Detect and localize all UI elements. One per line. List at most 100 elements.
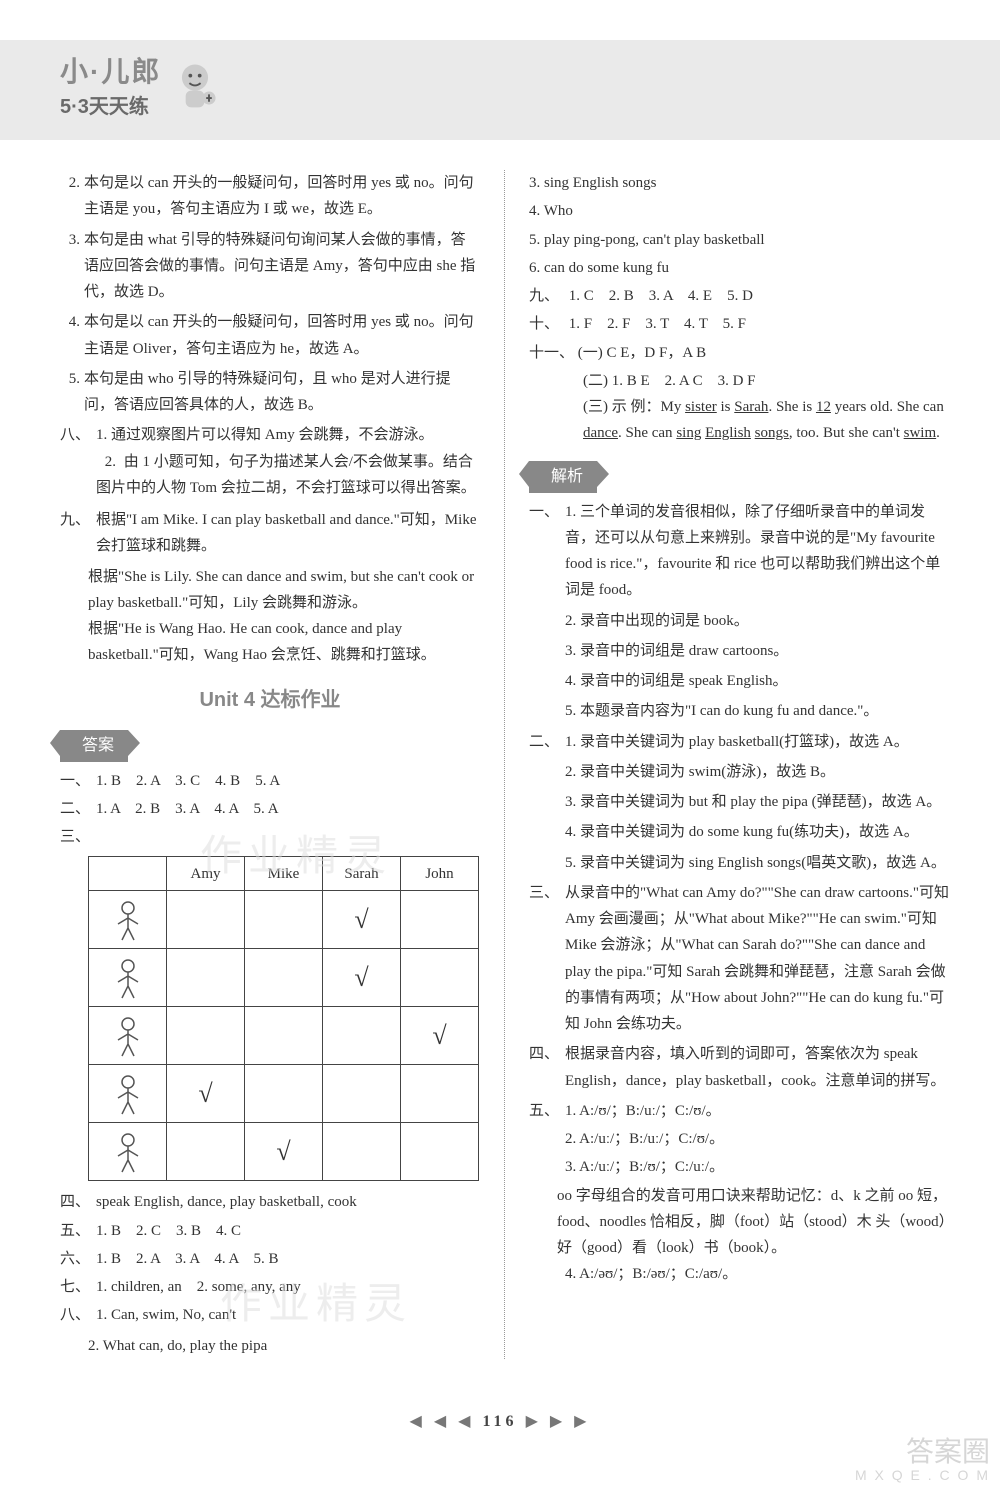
table-row: √ — [89, 1123, 479, 1181]
r-nine: 九、 1. C 2. B 3. A 4. E 5. D — [529, 283, 949, 309]
eleven-sub0-t: C E，D F，A B — [607, 345, 707, 361]
list-item: 3. A:/uː/；B:/ʊ/；C:/uː/。 — [529, 1154, 949, 1180]
left-column: 2.本句是以 can 开头的一般疑问句，回答时用 yes 或 no。问句主语是 … — [60, 170, 500, 1359]
r-eleven-2: (二) 1. B E 2. A C 3. D F — [529, 368, 949, 394]
answer-table: AmyMikeSarahJohn √ √ √ √ √ — [88, 856, 479, 1181]
example-word: songs — [755, 425, 789, 441]
list-item: 3.本句是由 what 引导的特殊疑问句询问某人会做的事情，答语应回答会做的事情… — [60, 227, 480, 306]
r-five: 五、1. A:/ʊ/；B:/uː/；C:/ʊ/。2. A:/uː/；B:/uː/… — [529, 1098, 949, 1288]
nine-p0: 根据"I am Mike. I can play basketball and … — [96, 507, 480, 560]
answer-line: 二、1. A 2. B 3. A 4. A 5. A — [60, 796, 480, 822]
r-ten: 十、 1. F 2. F 3. T 4. T 5. F — [529, 311, 949, 337]
footer-left-arrows: ◀ ◀ ◀ — [410, 1413, 475, 1430]
table-cell — [323, 1123, 401, 1181]
table-cell — [245, 949, 323, 1007]
five-note: oo 字母组合的发音可用口诀来帮助记忆：d、k 之前 oo 短，food、noo… — [529, 1183, 949, 1262]
answer-line: 五、1. B 2. C 3. B 4. C — [60, 1218, 480, 1244]
example-word: is — [717, 399, 735, 415]
row-icon-cell — [89, 949, 167, 1007]
corner-big: 答案圈 — [906, 1436, 990, 1467]
r-three-text: 从录音中的"What can Amy do?""She can draw car… — [565, 880, 949, 1038]
table-cell: √ — [245, 1123, 323, 1181]
mascot-icon — [167, 57, 223, 113]
example-word: sing — [676, 425, 701, 441]
example-word: swim — [904, 425, 937, 441]
footer-right-arrows: ▶ ▶ ▶ — [526, 1413, 591, 1430]
item-number: 5. — [60, 366, 84, 419]
r-ten-label: 十、 — [529, 311, 565, 337]
brand-bottom: 5·3天天练 — [60, 90, 161, 119]
table-cell: √ — [167, 1065, 245, 1123]
table-body: √ √ √ √ √ — [89, 891, 479, 1181]
list-item: 3. sing English songs — [529, 170, 949, 196]
list-item: 2. 录音中出现的词是 book。 — [529, 608, 949, 634]
section-three: 三、 — [60, 824, 480, 850]
r-ten-text: 1. F 2. F 3. T 4. T 5. F — [569, 316, 746, 332]
list-item: 4. 录音中关键词为 do some kung fu(练功夫)，故选 A。 — [529, 819, 949, 845]
section-label: 一、 — [529, 499, 565, 604]
section-eight: 八、 1. 通过观察图片可以得知 Amy 会跳舞，不会游泳。2. 由 1 小题可… — [60, 422, 480, 503]
item-text: 本句是由 what 引导的特殊疑问句询问某人会做的事情，答语应回答会做的事情。问… — [84, 227, 480, 306]
header-band: 小·儿郎 5·3天天练 — [0, 40, 1000, 140]
list-item: 5.本句是由 who 引导的特殊疑问句，且 who 是对人进行提问，答语应回答具… — [60, 366, 480, 419]
item-text: 本句是以 can 开头的一般疑问句，回答时用 yes 或 no。问句主语是 Ol… — [84, 309, 480, 362]
example-word: . She is — [768, 399, 816, 415]
logo: 小·儿郎 5·3天天练 — [60, 50, 223, 119]
table-header: John — [401, 857, 479, 891]
eleven-sub0-n: (一) — [578, 345, 603, 361]
answers-tab: 答案 — [60, 730, 128, 762]
r-four-text: 根据录音内容，填入听到的词即可，答案依次为 speak English，danc… — [565, 1041, 949, 1094]
check-icon: √ — [354, 905, 368, 934]
table-cell — [245, 1065, 323, 1123]
list-item: 3. 录音中的词组是 draw cartoons。 — [529, 638, 949, 664]
list-item: 4. 录音中的词组是 speak English。 — [529, 668, 949, 694]
example-word: . — [936, 425, 940, 441]
example-word: , too. But she can't — [789, 425, 904, 441]
eleven-sub1-t: 1. B E 2. A C 3. D F — [612, 373, 756, 389]
eight2-1: 2. What can, do, play the pipa — [60, 1333, 480, 1359]
r-eleven-1: (一) C E，D F，A B — [578, 345, 706, 361]
check-icon: √ — [432, 1021, 446, 1050]
list-item: 4.本句是以 can 开头的一般疑问句，回答时用 yes 或 no。问句主语是 … — [60, 309, 480, 362]
table-cell — [323, 1065, 401, 1123]
content-columns: 2.本句是以 can 开头的一般疑问句，回答时用 yes 或 no。问句主语是 … — [0, 140, 1000, 1359]
r-eleven-3: (三) 示 例：My sister is Sarah. She is 12 ye… — [529, 394, 949, 447]
r-four-label: 四、 — [529, 1041, 565, 1094]
answer-lines: 一、1. B 2. A 3. C 4. B 5. A二、1. A 2. B 3.… — [60, 768, 480, 823]
pipa-icon — [108, 1014, 148, 1058]
check-icon: √ — [354, 963, 368, 992]
example-word: . She can — [618, 425, 676, 441]
eleven-sub2-pre: 示 例：My — [612, 399, 685, 415]
example-word: English — [705, 425, 751, 441]
row-icon-cell — [89, 1123, 167, 1181]
list-item: 2. A:/uː/；B:/uː/；C:/ʊ/。 — [529, 1126, 949, 1152]
nine-p2: 根据"He is Wang Hao. He can cook, dance an… — [60, 616, 480, 669]
list-item: 4. Who — [529, 198, 949, 224]
table-header: Sarah — [323, 857, 401, 891]
example-word: dance — [583, 425, 618, 441]
page-number: 116 — [482, 1413, 517, 1430]
eleven-sub1-n: (二) — [583, 373, 608, 389]
answer-line: 六、1. B 2. A 3. A 4. A 5. B — [60, 1246, 480, 1272]
answer-line: 一、1. B 2. A 3. C 4. B 5. A — [60, 768, 480, 794]
table-cell — [167, 949, 245, 1007]
list-item: 一、1. 三个单词的发音很相似，除了仔细听录音中的单词发音，还可以从句意上来辨别… — [529, 499, 949, 604]
item-text: 本句是由 who 引导的特殊疑问句，且 who 是对人进行提问，答语应回答具体的… — [84, 366, 480, 419]
section-label: 九、 — [60, 507, 96, 560]
eight2-1-text: 2. What can, do, play the pipa — [88, 1338, 267, 1354]
item-text: 本句是以 can 开头的一般疑问句，回答时用 yes 或 no。问句主语是 yo… — [84, 170, 480, 223]
table-cell — [245, 891, 323, 949]
table-cell: √ — [323, 949, 401, 1007]
answer-lines-2: 四、speak English, dance, play basketball,… — [60, 1189, 480, 1300]
table-header: Mike — [245, 857, 323, 891]
table-cell — [167, 1123, 245, 1181]
paint-icon — [108, 1072, 148, 1116]
table-header — [89, 857, 167, 891]
section-label: 三、 — [60, 824, 96, 850]
section-label: 二、 — [529, 729, 565, 755]
list-item: 二、1. 录音中关键词为 play basketball(打篮球)，故选 A。 — [529, 729, 949, 755]
check-icon: √ — [198, 1079, 212, 1108]
list-item: 5. 本题录音内容为"I can do kung fu and dance."。 — [529, 698, 949, 724]
dance-icon — [108, 898, 148, 942]
column-divider — [504, 170, 505, 1359]
